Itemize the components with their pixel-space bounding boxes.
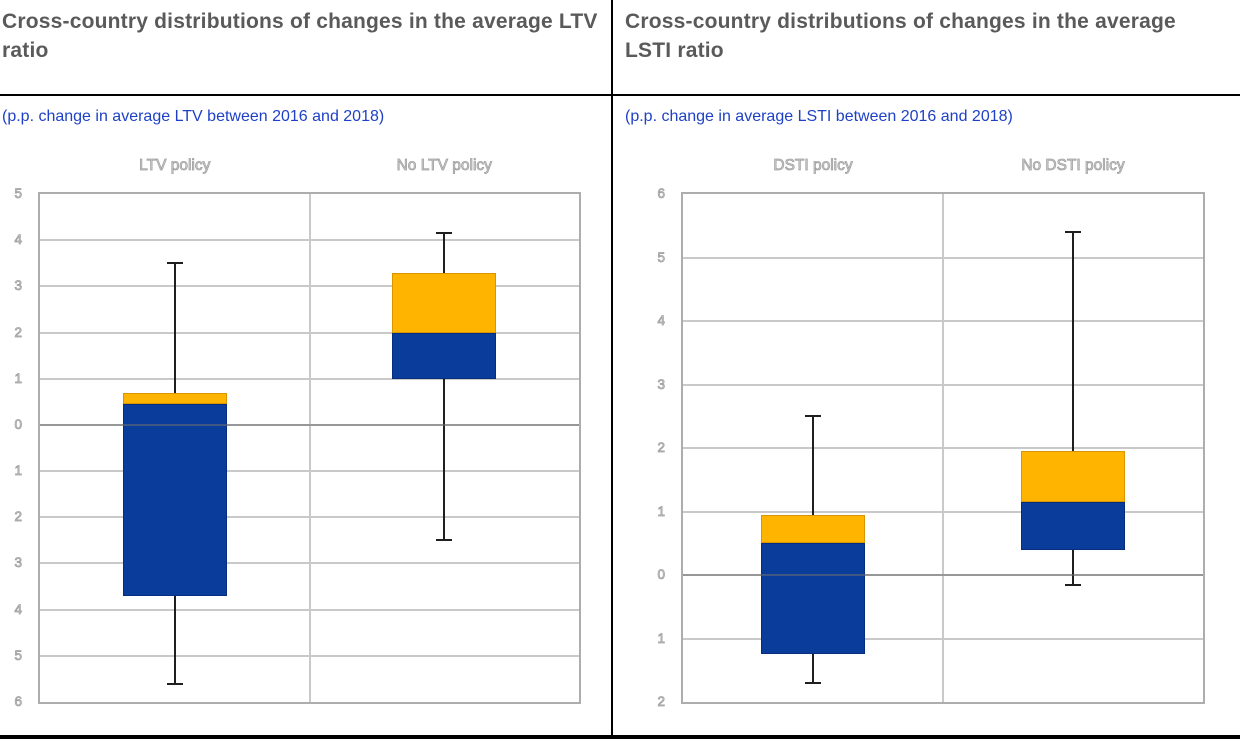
upper-whisker xyxy=(443,233,446,273)
category-label: No DSTI policy xyxy=(1021,157,1125,175)
lower-whisker-cap xyxy=(1065,583,1081,586)
y-tick-label: 0 xyxy=(14,416,22,433)
y-tick-label: 1 xyxy=(14,463,22,479)
panel-divider-line xyxy=(611,0,613,739)
box-q1-to-median xyxy=(1021,501,1125,550)
y-tick-label: 3 xyxy=(657,376,665,392)
bottom-rule xyxy=(0,735,1240,739)
y-tick-label: 6 xyxy=(657,186,665,202)
y-tick-label: 5 xyxy=(14,647,22,663)
box-median-to-q3 xyxy=(761,514,865,544)
column-divider xyxy=(942,194,944,702)
upper-whisker xyxy=(173,263,176,393)
y-tick-label: 4 xyxy=(14,601,22,617)
panel-subtitle-ltv: (p.p. change in average LTV between 2016… xyxy=(2,108,385,125)
y-tick-label: 5 xyxy=(657,249,665,265)
lower-whisker-cap xyxy=(436,539,453,542)
lower-whisker xyxy=(443,378,446,541)
y-tick-label: 1 xyxy=(14,370,22,386)
y-tick-label: 1 xyxy=(657,503,665,519)
zero-line xyxy=(40,423,579,426)
y-tick-label: 3 xyxy=(14,555,22,571)
boxplot-lsti: 6 5 4 3 2 1 0 1 2 DSTI policy No DSTI policy xyxy=(657,157,1205,709)
panel-subtitle-lsti: (p.p. change in average LSTI between 201… xyxy=(625,108,1013,125)
box-median-to-q3 xyxy=(122,392,227,405)
y-tick-label: 2 xyxy=(657,694,665,710)
category-label: DSTI policy xyxy=(773,157,853,175)
upper-whisker-cap xyxy=(436,232,453,235)
lower-whisker-cap xyxy=(805,681,821,684)
box-q1-to-median xyxy=(392,332,497,379)
y-tick-label: 4 xyxy=(14,232,22,248)
y-tick-label: 2 xyxy=(657,440,665,456)
lower-whisker xyxy=(1072,549,1074,585)
y-tick-label: 1 xyxy=(657,630,665,646)
lower-whisker xyxy=(812,654,814,683)
lower-whisker-cap xyxy=(166,682,183,685)
y-tick-label: 4 xyxy=(657,313,665,329)
panel-title-lsti: Cross-country distributions of changes i… xyxy=(625,10,1176,62)
y-tick-label: 2 xyxy=(14,509,22,525)
box-median-to-q3 xyxy=(1021,451,1125,502)
category-label: No LTV policy xyxy=(396,157,492,175)
column-divider xyxy=(308,194,311,702)
upper-whisker xyxy=(812,416,814,515)
lower-whisker xyxy=(173,595,176,684)
y-tick-label: 2 xyxy=(14,324,22,340)
zero-line xyxy=(683,574,1203,576)
y-tick-label: 5 xyxy=(14,186,22,202)
title-rule-lsti xyxy=(613,94,1240,96)
upper-whisker-cap xyxy=(1065,231,1081,234)
y-tick-label: 6 xyxy=(14,694,22,710)
upper-whisker xyxy=(1072,232,1074,452)
box-median-to-q3 xyxy=(392,272,497,333)
upper-whisker-cap xyxy=(166,262,183,265)
title-rule-ltv xyxy=(0,94,611,96)
y-tick-label: 0 xyxy=(657,567,665,583)
upper-whisker-cap xyxy=(805,415,821,418)
boxplot-ltv: 5 4 3 2 1 0 1 2 3 4 5 6 LTV policy No LTV policy xyxy=(14,157,581,709)
box-q1-to-median xyxy=(122,404,227,596)
panel-title-ltv: Cross-country distributions of changes i… xyxy=(2,10,598,62)
box-q1-to-median xyxy=(761,543,865,655)
category-label: LTV policy xyxy=(139,157,211,175)
y-tick-label: 3 xyxy=(14,278,22,294)
